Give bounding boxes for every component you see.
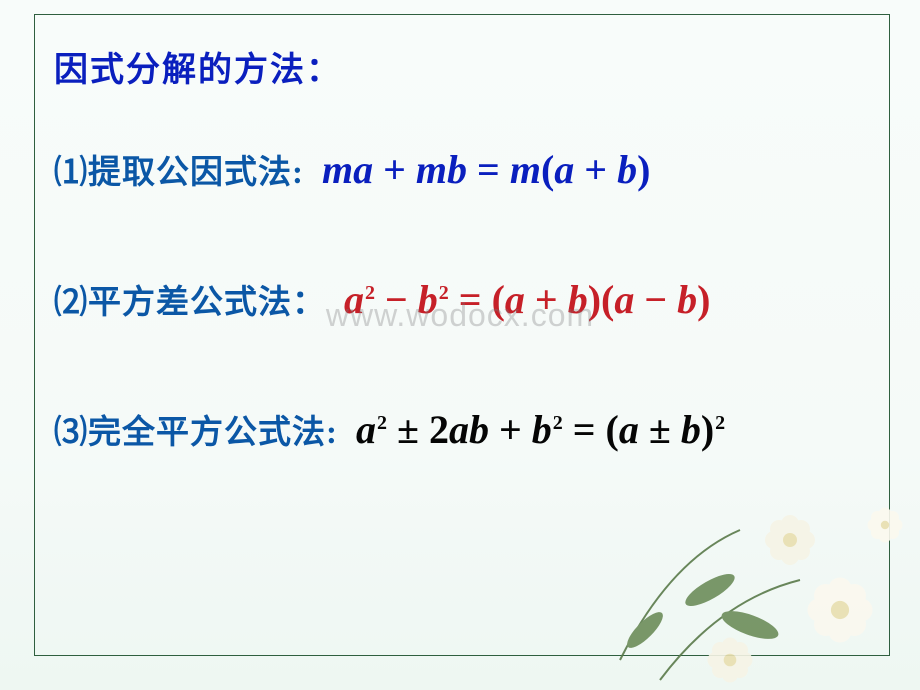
heading: 因式分解的方法： (54, 42, 870, 91)
method-label: ⑵平方差公式法： (54, 275, 326, 323)
method-label: ⑶完全平方公式法: (54, 405, 338, 453)
method-row: ⑶完全平方公式法: a2 ± 2ab + b2 = (a ± b)2 (54, 405, 870, 453)
slide-content: 因式分解的方法： ⑴提取公因式法: ma + mb = m(a + b) ⑵平方… (34, 14, 890, 656)
method-label: ⑴提取公因式法: (54, 145, 304, 193)
method-formula: a2 ± 2ab + b2 = (a ± b)2 (356, 406, 725, 453)
method-formula: ma + mb = m(a + b) (322, 146, 650, 193)
method-formula: a2 − b2 = (a + b)(a − b) (344, 276, 710, 323)
method-row: ⑴提取公因式法: ma + mb = m(a + b) (54, 145, 870, 193)
method-row: ⑵平方差公式法： a2 − b2 = (a + b)(a − b) (54, 275, 870, 323)
